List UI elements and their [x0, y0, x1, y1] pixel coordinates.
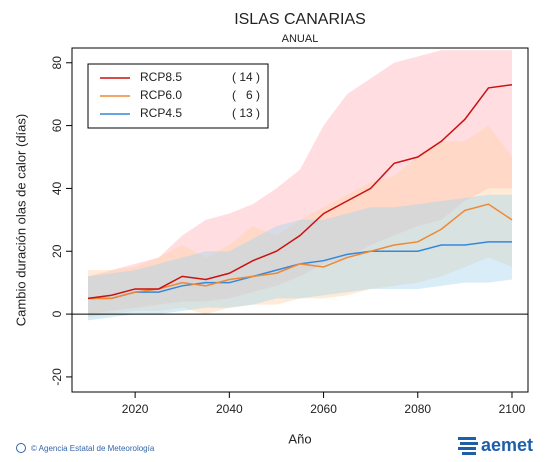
x-tick-label: 2040: [216, 402, 243, 416]
range-band: [88, 125, 512, 318]
chart-subtitle: ANUAL: [282, 33, 319, 45]
y-tick-label: 20: [50, 244, 64, 258]
legend-label: RCP6.0: [140, 88, 182, 102]
chart-title: ISLAS CANARIAS: [234, 11, 366, 28]
legend-label: RCP8.5: [140, 70, 182, 84]
plot-frame: [71, 47, 529, 393]
legend-count: ( 14 ): [232, 70, 260, 84]
y-tick-label: 60: [50, 119, 64, 133]
y-tick-label: 80: [50, 56, 64, 70]
y-tick-label: 40: [50, 181, 64, 195]
footer-text: © Agencia Estatal de Meteorología: [31, 444, 155, 453]
x-tick-label: 2060: [310, 402, 337, 416]
legend-count: ( 13 ): [232, 106, 260, 120]
x-axis-label: Año: [288, 431, 311, 446]
series-line: [87, 84, 513, 300]
x-tick-label: 2100: [499, 402, 526, 416]
legend-label: RCP4.5: [140, 106, 182, 120]
footer-icon: [16, 443, 26, 453]
x-tick-label: 2080: [404, 402, 431, 416]
legend-count: ( 6 ): [232, 88, 260, 102]
x-tick-label: 2020: [122, 402, 149, 416]
range-band: [88, 194, 512, 321]
y-tick-label: -20: [50, 368, 64, 386]
plot-area: [87, 50, 513, 321]
y-axis-label: Cambio duración olas de calor (días): [13, 114, 28, 326]
logo-text: aemet: [481, 435, 533, 455]
range-band: [88, 50, 512, 315]
y-tick-label: 0: [50, 310, 64, 317]
logo-icon: [458, 437, 478, 455]
